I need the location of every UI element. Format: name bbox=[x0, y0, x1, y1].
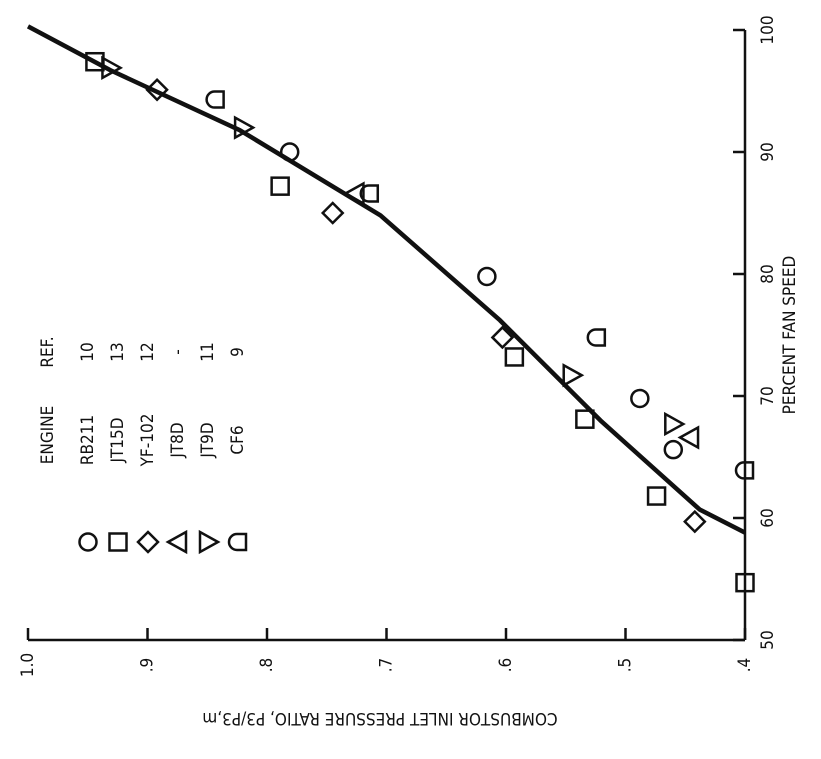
x-tick-label: 80 bbox=[758, 264, 778, 283]
x-axis-label: PERCENT FAN SPEED bbox=[780, 256, 800, 415]
legend-ref: 9 bbox=[228, 347, 248, 357]
legend-marker bbox=[108, 532, 128, 552]
x-tick-label: 70 bbox=[758, 386, 778, 405]
legend-ref: 13 bbox=[108, 342, 128, 361]
y-tick-label: .6 bbox=[496, 658, 516, 673]
y-tick-label: .7 bbox=[377, 658, 397, 673]
x-tick-label: 50 bbox=[758, 630, 778, 649]
data-point bbox=[734, 461, 755, 480]
data-point bbox=[630, 388, 650, 409]
legend-marker bbox=[165, 529, 188, 555]
legend-label: YF-102 bbox=[138, 414, 158, 468]
data-point bbox=[575, 409, 595, 429]
legend-header: REF. bbox=[38, 336, 58, 367]
legend-label: JT15D bbox=[108, 417, 128, 463]
data-point bbox=[233, 115, 256, 140]
legend-marker bbox=[198, 529, 221, 555]
data-point bbox=[646, 486, 667, 506]
data-point bbox=[663, 439, 684, 460]
data-point bbox=[490, 325, 515, 350]
legend-marker bbox=[136, 530, 160, 554]
x-tick-label: 90 bbox=[758, 142, 778, 161]
data-point bbox=[270, 176, 290, 196]
data-point bbox=[101, 55, 124, 80]
data-point bbox=[342, 181, 365, 206]
data-point bbox=[586, 328, 607, 347]
x-tick-label: 60 bbox=[758, 508, 778, 527]
y-tick-label: 1.0 bbox=[18, 653, 38, 677]
data-point bbox=[735, 572, 755, 593]
legend-ref: 10 bbox=[78, 342, 98, 361]
x-tick-label: 100 bbox=[758, 15, 778, 44]
data-point bbox=[677, 425, 700, 450]
legend-marker bbox=[78, 532, 98, 552]
data-point bbox=[504, 347, 525, 367]
legend-marker bbox=[227, 532, 248, 552]
fit-curve bbox=[26, 24, 747, 535]
data-point bbox=[279, 142, 300, 162]
y-tick-label: .9 bbox=[138, 658, 158, 673]
legend-ref: 11 bbox=[198, 342, 218, 361]
data-point bbox=[205, 90, 225, 109]
data-point bbox=[683, 509, 707, 534]
y-axis-label: COMBUSTOR INLET PRESSURE RATIO, P3/P3,m bbox=[202, 708, 557, 728]
legend-label: JT9D bbox=[198, 422, 218, 458]
data-point bbox=[477, 266, 497, 287]
legend-ref: - bbox=[168, 349, 188, 355]
legend-label: CF6 bbox=[228, 425, 248, 454]
legend-ref: 12 bbox=[138, 342, 158, 361]
data-point bbox=[320, 201, 345, 225]
data-point bbox=[145, 78, 169, 102]
legend-label: JT8D bbox=[168, 422, 188, 458]
y-tick-label: .4 bbox=[735, 658, 755, 673]
y-tick-label: .5 bbox=[616, 658, 636, 673]
data-point bbox=[664, 411, 686, 437]
legend-header: ENGINE bbox=[38, 406, 58, 465]
legend-label: RB211 bbox=[78, 415, 98, 465]
data-point bbox=[562, 363, 585, 388]
data-point bbox=[359, 184, 380, 203]
y-tick-label: .8 bbox=[257, 658, 277, 673]
